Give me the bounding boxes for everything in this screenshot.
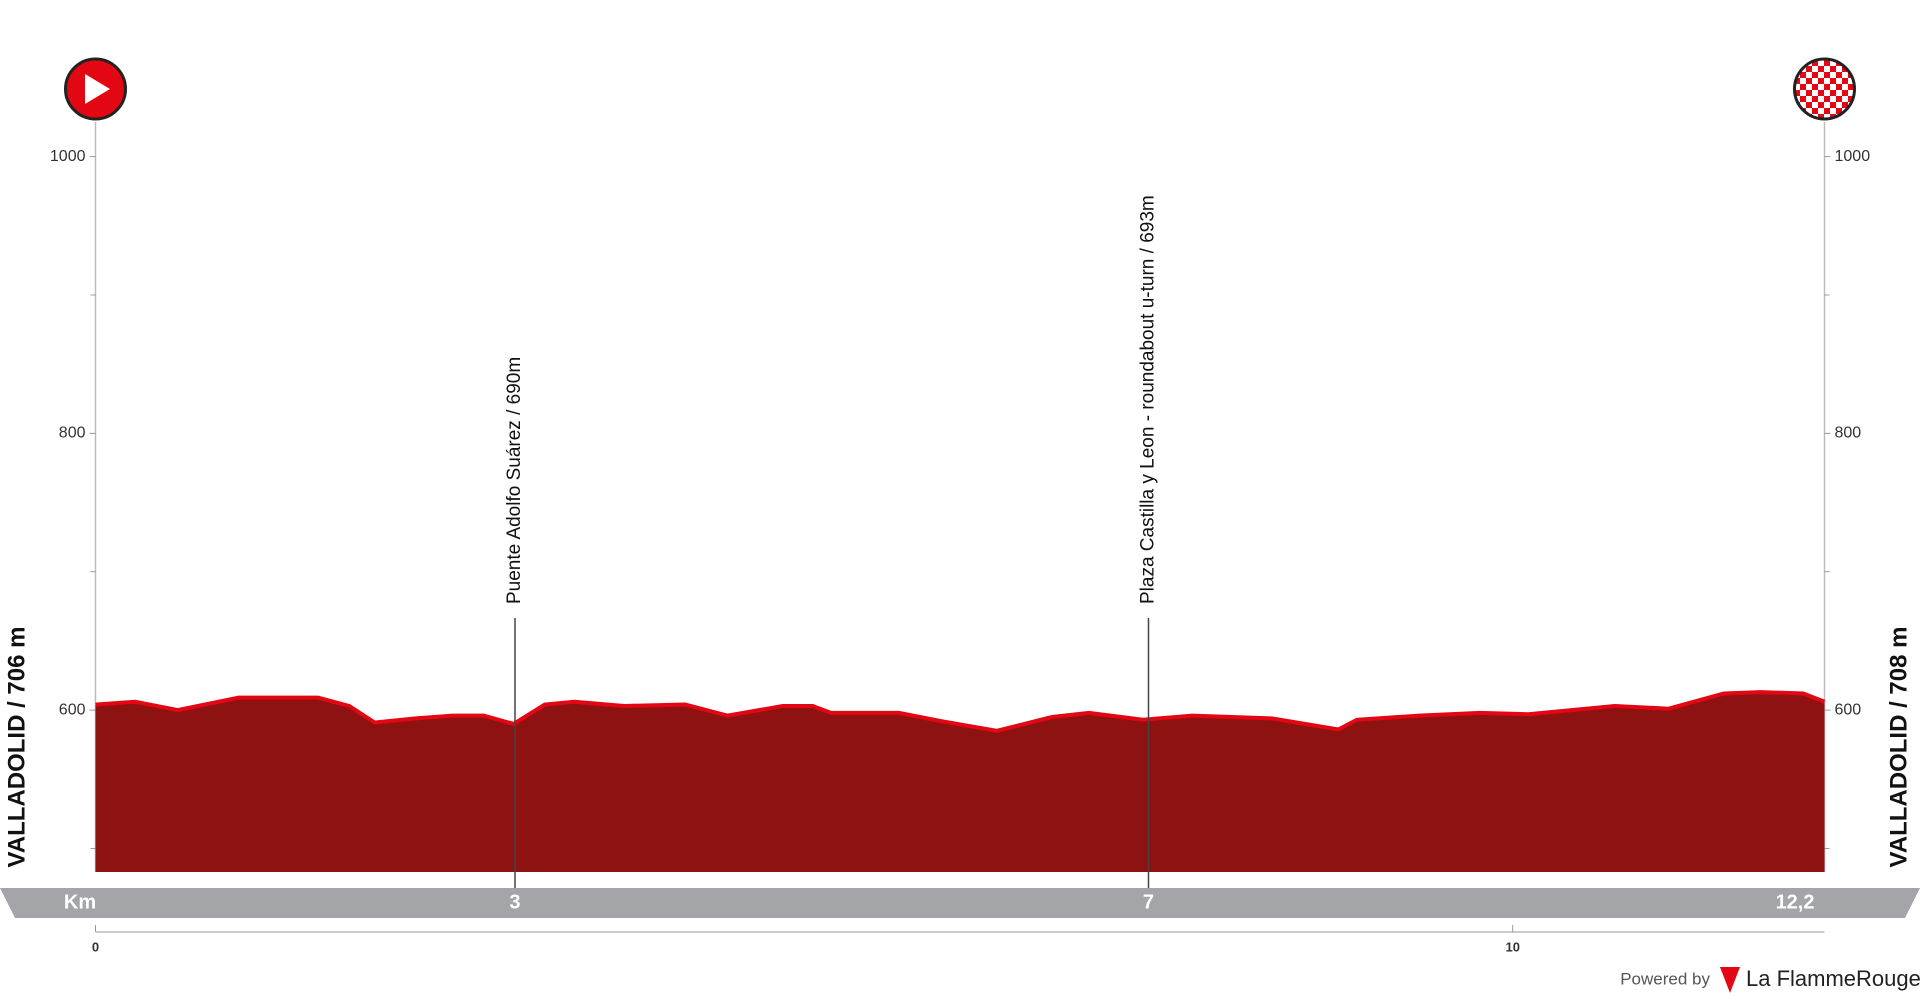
- elevation-area: [95, 692, 1825, 872]
- km-mark-label: 7: [1143, 891, 1154, 913]
- km-mark-label: 3: [509, 891, 520, 913]
- brand-logo: [1720, 967, 1740, 993]
- y-tick-label-right: 600: [1835, 701, 1862, 718]
- elevation-edge: [95, 690, 1826, 733]
- start-icon: [64, 57, 127, 121]
- x-tick-label: 0: [92, 939, 99, 954]
- y-tick-label: 600: [59, 701, 86, 718]
- km-mark-label: 12,2: [1776, 891, 1815, 913]
- finish-label: VALLADOLID / 708 m: [1885, 627, 1912, 868]
- y-tick-label: 1000: [50, 148, 86, 165]
- y-tick-label: 800: [59, 425, 86, 442]
- km-band: [0, 888, 1920, 918]
- y-tick-label-right: 800: [1835, 425, 1862, 442]
- annotation-text: Puente Adolfo Suárez / 690m: [504, 357, 525, 604]
- km-label: Km: [64, 891, 96, 913]
- y-tick-label-right: 1000: [1835, 148, 1871, 165]
- start-label: VALLADOLID / 706 m: [3, 627, 30, 868]
- footer-prefix: Powered by: [1620, 969, 1710, 988]
- annotation-text: Plaza Castilla y Leon - roundabout u-tur…: [1138, 195, 1159, 604]
- footer-brand: La FlammeRouge: [1746, 966, 1920, 991]
- finish-icon: [1793, 57, 1856, 121]
- x-tick-label: 10: [1505, 939, 1519, 954]
